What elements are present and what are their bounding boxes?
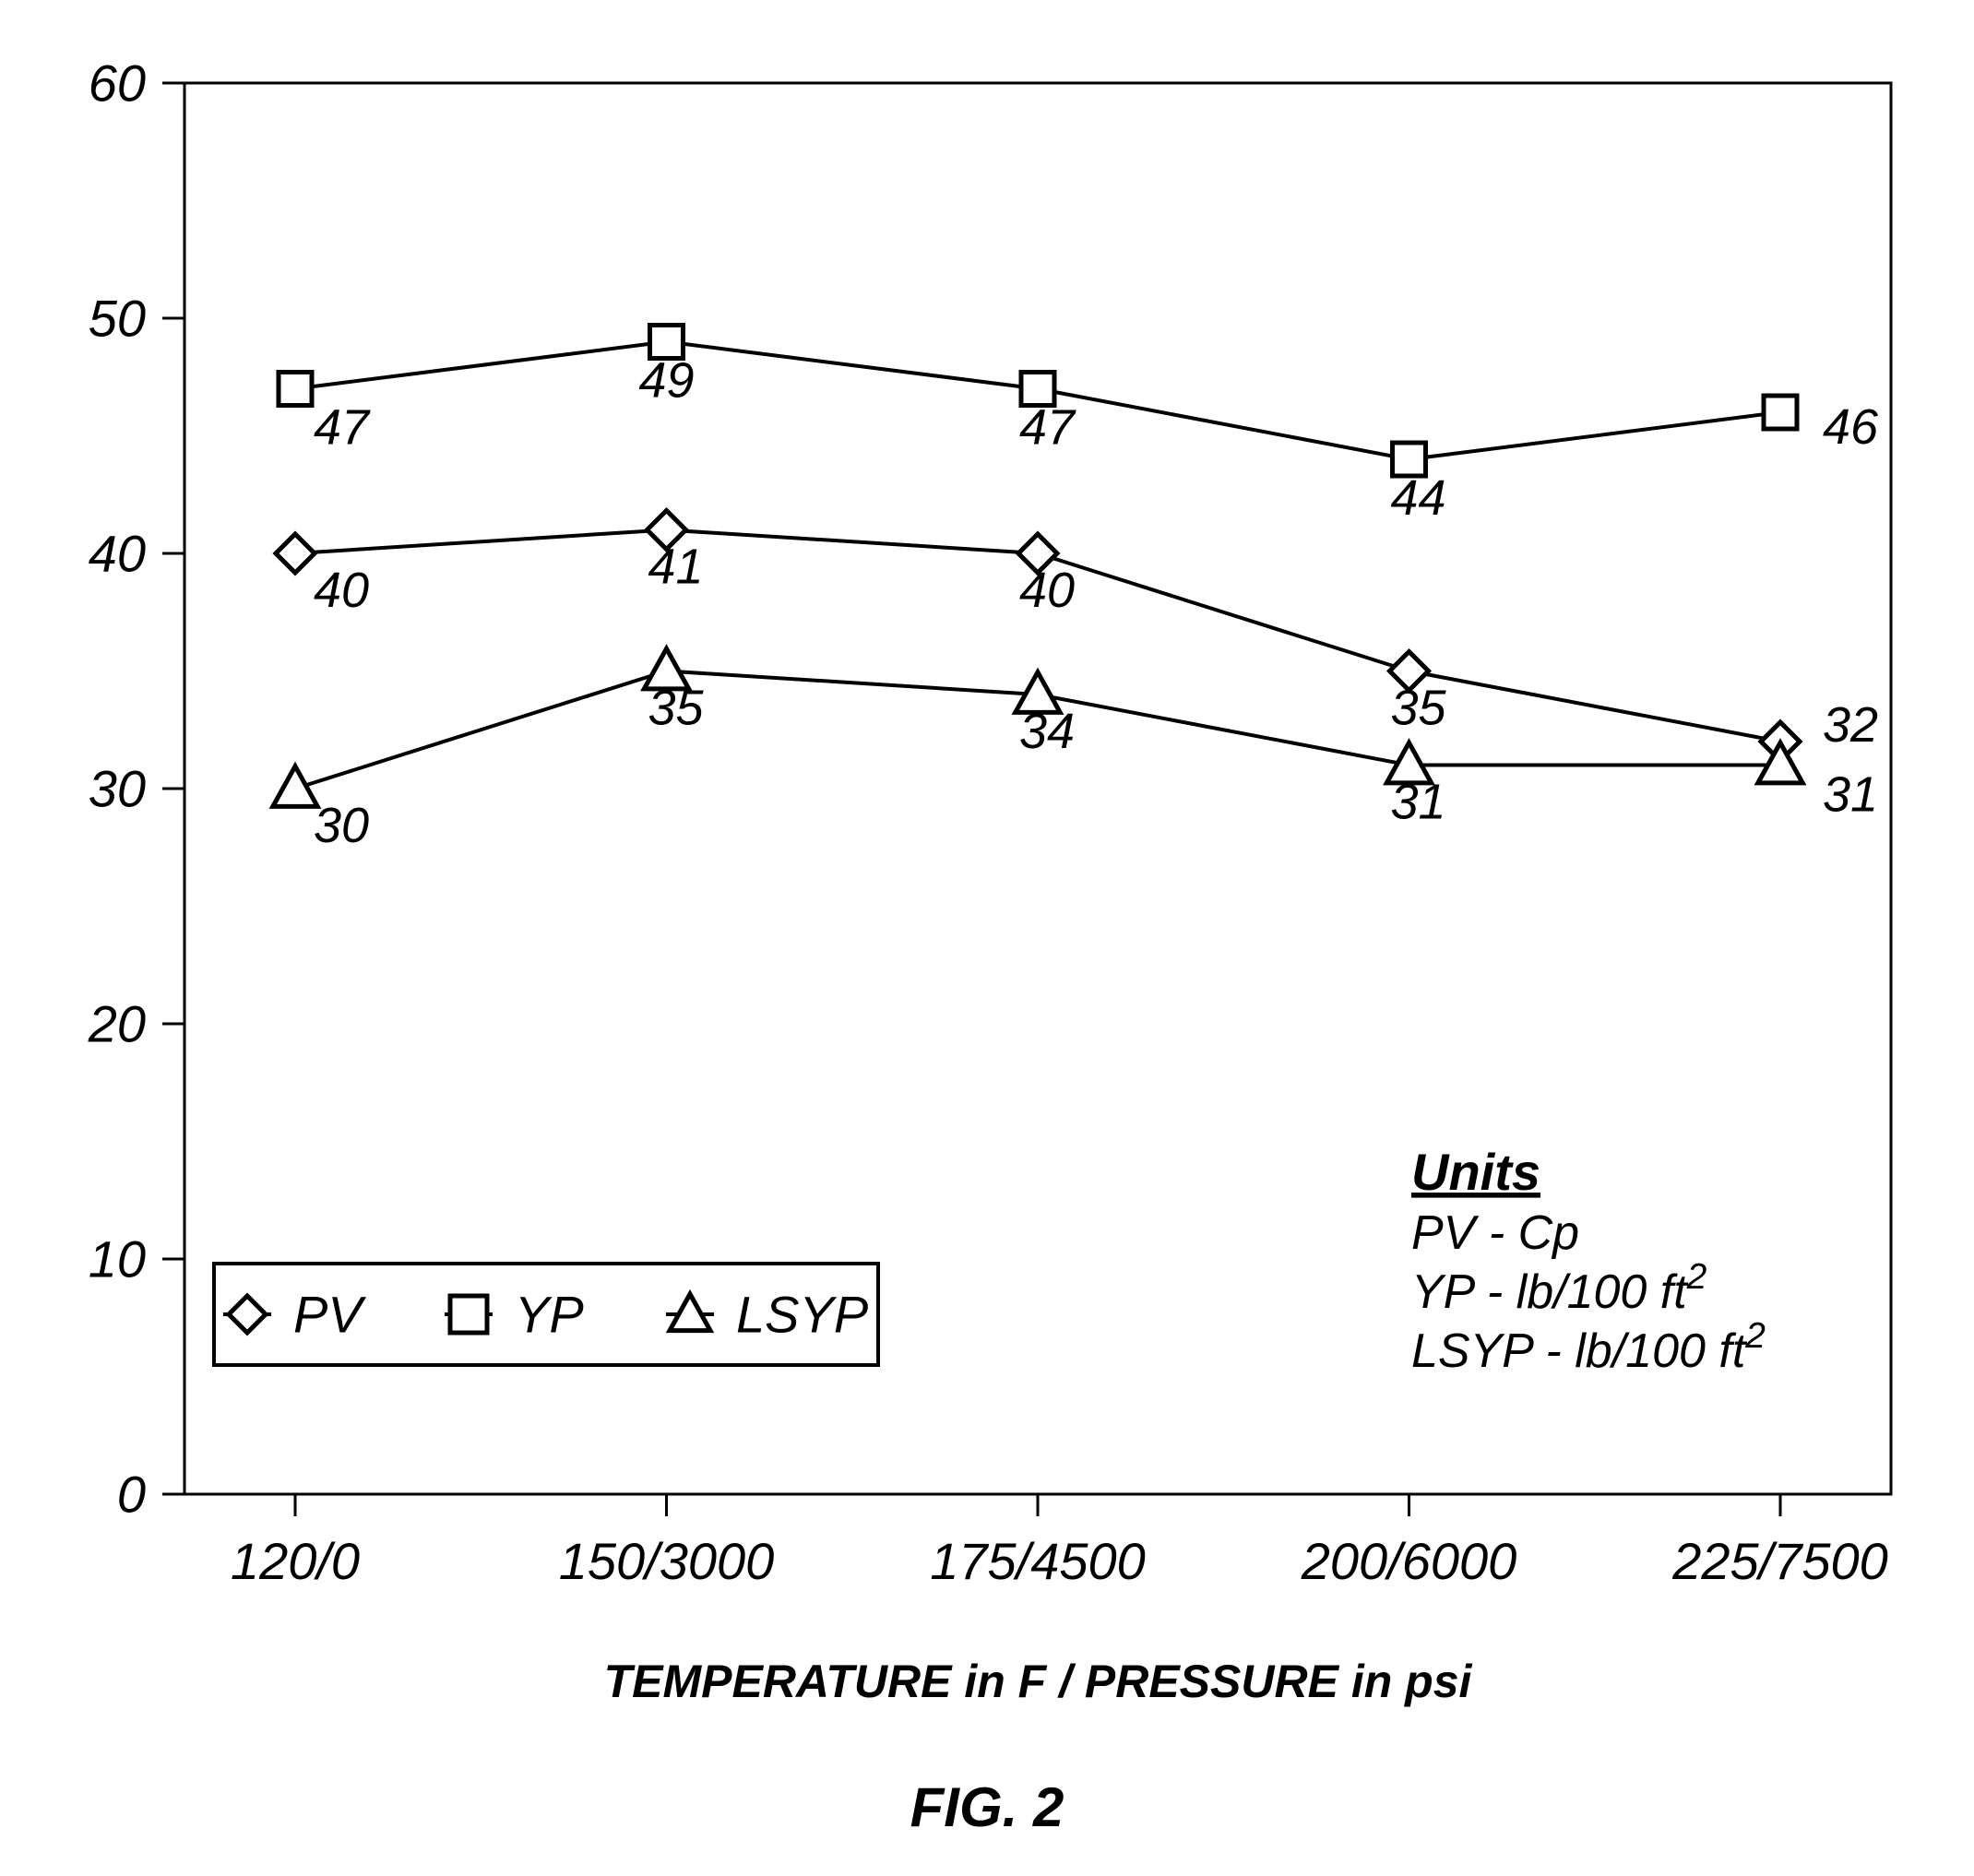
x-tick-label: 200/6000 — [1301, 1532, 1517, 1590]
series-value-label-pv: 32 — [1823, 697, 1878, 753]
line-chart: 0 10 20 30 40 50 60 120/0 150/3000 175/4500 200/60… — [0, 0, 1974, 1876]
series-marker-yp — [1764, 396, 1797, 429]
units-line: YP - lb/100 ft2 — [1411, 1257, 1707, 1320]
y-tick-label: 30 — [89, 760, 146, 818]
series-value-label-lsyp: 30 — [314, 798, 369, 853]
y-tick-label: 20 — [88, 995, 146, 1053]
legend-label-pv: PV — [293, 1286, 366, 1344]
y-tick-label: 40 — [89, 525, 146, 583]
series-value-label-yp: 46 — [1823, 399, 1879, 455]
legend-label-lsyp: LSYP — [736, 1286, 868, 1344]
legend-marker-yp — [450, 1296, 487, 1333]
x-tick-label: 175/4500 — [930, 1532, 1146, 1590]
series-value-label-pv: 40 — [1019, 563, 1075, 618]
series-value-label-yp: 47 — [1019, 400, 1076, 456]
legend: PV YP LSYP — [214, 1264, 878, 1365]
x-tick-label: 150/3000 — [559, 1532, 775, 1590]
series-value-label-lsyp: 34 — [1019, 704, 1075, 759]
y-tick-label: 60 — [89, 54, 146, 113]
series-value-label-yp: 47 — [314, 400, 371, 456]
figure-caption: FIG. 2 — [0, 1775, 1974, 1839]
series-value-label-lsyp: 35 — [648, 681, 704, 736]
series-value-label-lsyp: 31 — [1823, 767, 1878, 823]
series-value-label-pv: 41 — [648, 540, 703, 595]
y-tick-label: 10 — [89, 1230, 146, 1288]
legend-label-yp: YP — [515, 1286, 584, 1344]
series-value-label-yp: 49 — [638, 353, 694, 409]
x-tick-label: 225/7500 — [1671, 1532, 1888, 1590]
y-tick-label: 50 — [89, 290, 146, 348]
x-axis-label: TEMPERATURE in F / PRESSURE in psi — [604, 1656, 1473, 1707]
series-value-label-lsyp: 31 — [1390, 775, 1445, 830]
units-title: Units — [1411, 1143, 1540, 1201]
series-value-label-pv: 35 — [1390, 681, 1446, 736]
units-line: LSYP - lb/100 ft2 — [1411, 1316, 1766, 1379]
series-value-label-pv: 40 — [314, 563, 369, 618]
units-line: PV - Cp — [1411, 1206, 1579, 1260]
x-tick-label: 120/0 — [231, 1532, 360, 1590]
y-tick-label: 0 — [117, 1466, 146, 1524]
series-value-label-yp: 44 — [1390, 470, 1445, 526]
series-marker-yp — [279, 373, 312, 406]
